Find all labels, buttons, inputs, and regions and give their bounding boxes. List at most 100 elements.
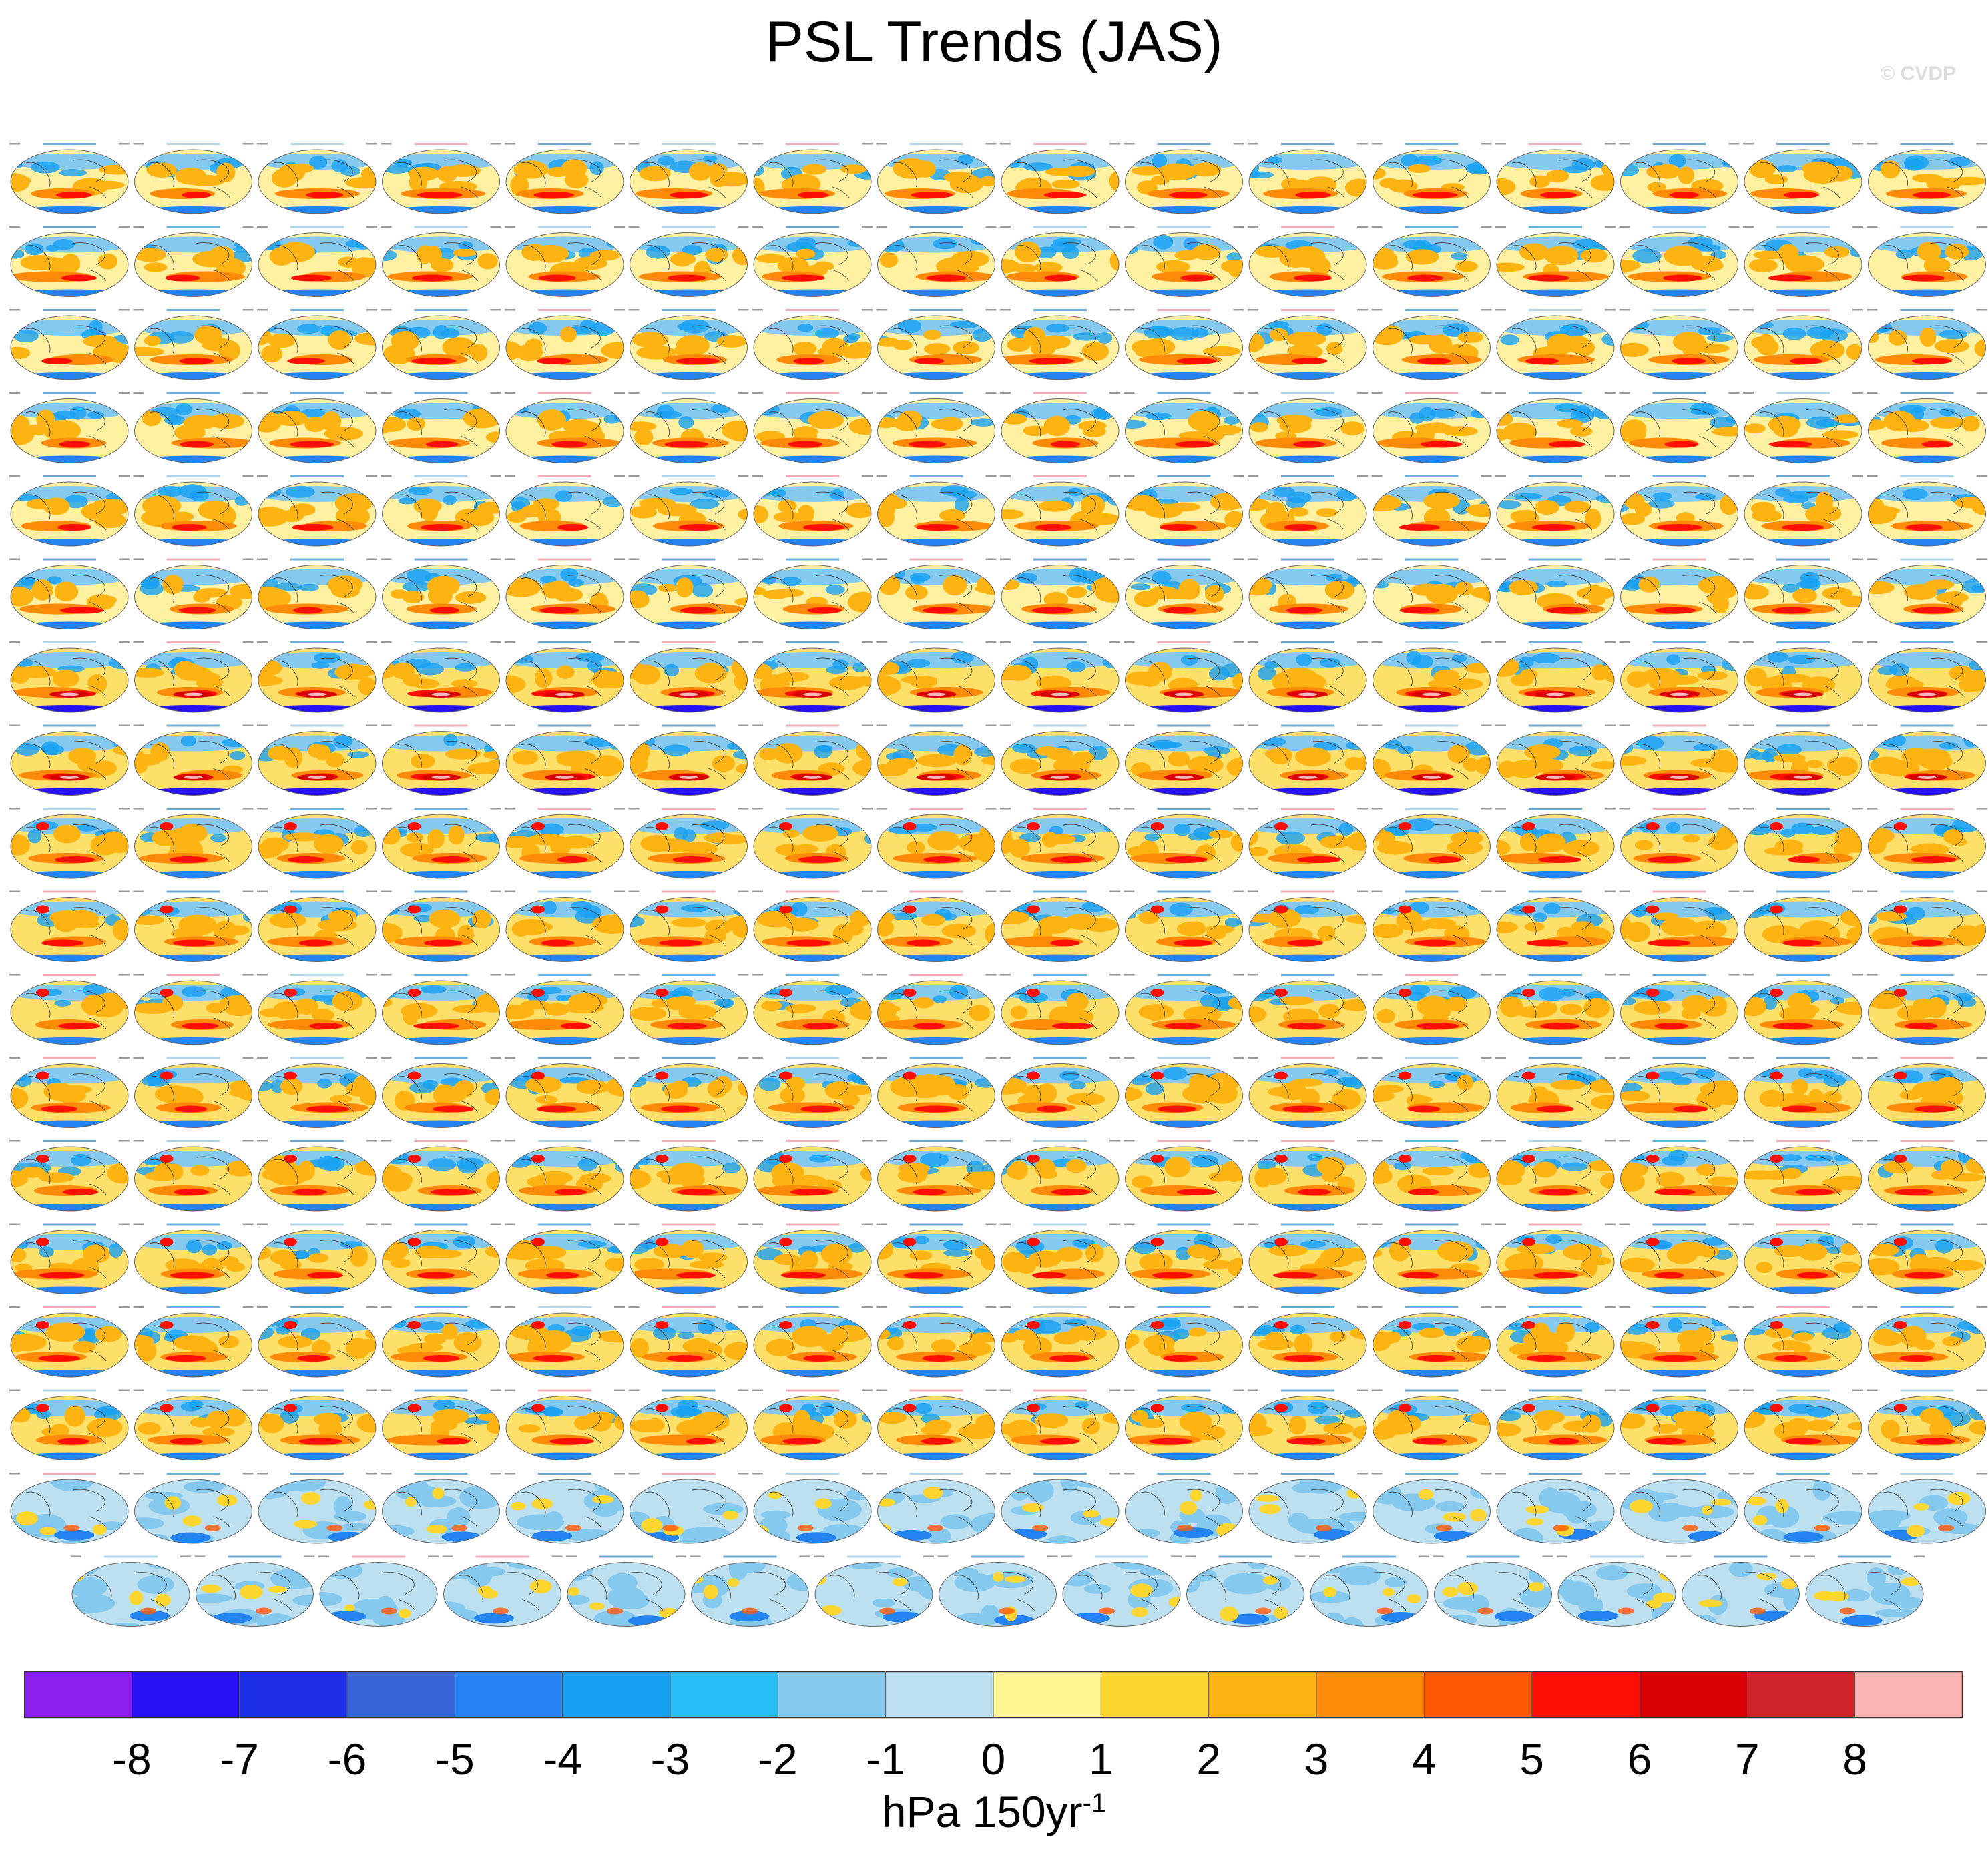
coastline: [1511, 657, 1593, 697]
trend-field-blob: [1296, 653, 1312, 666]
trend-field-blob: [1286, 331, 1326, 347]
panel-corner-text-strip: [133, 1223, 144, 1225]
trend-field-blob: [1268, 1244, 1308, 1257]
trend-field-blob: [1888, 330, 1907, 346]
coastline: [1759, 491, 1840, 531]
map-field: [1373, 1147, 1491, 1211]
trend-field-blob: [1017, 573, 1038, 583]
map-outline: [1001, 149, 1120, 214]
trend-field-blob: [1913, 192, 1951, 198]
map-field: [11, 150, 128, 214]
panel-run-label-strip: [538, 1140, 591, 1142]
trend-field-blob: [356, 665, 376, 676]
map-panel: [1371, 1223, 1492, 1294]
trend-field-blob: [258, 587, 282, 597]
coastline: [1636, 824, 1716, 863]
map-outline: [1373, 149, 1491, 214]
map-panel: [876, 143, 997, 214]
map-field: [1125, 232, 1243, 297]
trend-field-blob: [334, 493, 372, 514]
trend-field-blob: [427, 1158, 457, 1171]
panel-corner-text-strip: [614, 226, 625, 228]
trend-field-blob: [1336, 1076, 1366, 1087]
trend-field-blob: [949, 985, 969, 999]
trend-field-blob: [1881, 160, 1901, 179]
map-outline: [1620, 647, 1738, 713]
panel-corner-text-strip: [1867, 974, 1878, 976]
panel-corner-text-strip: [505, 1306, 515, 1308]
panel-corner-text-strip: [738, 1223, 749, 1225]
trend-field-blob: [1782, 524, 1824, 531]
panel-run-label-strip: [662, 1306, 716, 1308]
trend-field-blob: [208, 413, 244, 429]
coastline: [1016, 491, 1097, 531]
trend-field-blob: [1001, 413, 1027, 425]
trend-field-blob: [1620, 324, 1638, 332]
trend-field-blob: [1954, 993, 1973, 1002]
trend-field-blob: [1061, 246, 1079, 259]
trend-field-blob: [847, 591, 871, 613]
panel-corner-text-strip: [862, 1140, 873, 1142]
panel-corner-text-strip: [1248, 309, 1258, 311]
trend-field-blob: [577, 421, 602, 441]
panel-corner-text-strip: [366, 1057, 377, 1059]
trend-field-blob: [527, 834, 566, 846]
map-field: [1373, 150, 1491, 214]
trend-field-blob: [1281, 178, 1301, 191]
panel-corner-text-strip: [490, 890, 501, 892]
coastline: [1264, 409, 1345, 447]
panel-corner-text-strip: [738, 641, 749, 643]
panel-corner-text-strip: [1371, 1057, 1383, 1059]
panel-run-label-strip: [1033, 226, 1087, 228]
map-panel: [381, 724, 501, 796]
trend-field-blob: [472, 910, 491, 928]
panel-corner-text-strip: [862, 808, 873, 810]
trend-field-blob: [1203, 746, 1230, 755]
trend-field-blob: [659, 939, 703, 947]
map-outline: [1744, 149, 1862, 214]
trend-field-blob: [1791, 822, 1814, 834]
trend-field-blob: [1401, 1272, 1439, 1279]
trend-field-blob: [927, 776, 946, 779]
trend-field-blob: [1001, 871, 1119, 878]
map-outline: [1248, 149, 1367, 214]
map-panel: [1495, 475, 1616, 547]
trend-field-blob: [1152, 154, 1168, 168]
trend-field-blob: [11, 705, 128, 712]
trend-field-blob: [1570, 426, 1593, 437]
trend-field-blob: [780, 1272, 826, 1279]
trend-field-blob: [1654, 607, 1696, 614]
trend-field-blob: [843, 922, 864, 936]
map-panel: [133, 724, 254, 796]
trend-field-blob: [354, 1075, 371, 1091]
panel-corner-text-strip: [1481, 558, 1492, 560]
map-outline: [1373, 481, 1491, 547]
panel-corner-text-strip: [876, 558, 887, 560]
trend-field-blob: [290, 441, 334, 448]
panel-corner-text-strip: [1481, 475, 1492, 477]
trend-field-blob: [333, 734, 352, 748]
trend-field-blob: [413, 1023, 459, 1029]
panel-corner-text-strip: [119, 1140, 130, 1142]
map-panel: [1495, 1057, 1616, 1128]
trend-field-blob: [160, 905, 174, 914]
trend-field-blob: [940, 485, 969, 497]
trend-field-blob: [540, 575, 557, 583]
trend-field-blob: [537, 358, 571, 364]
map-field: [1620, 1147, 1738, 1211]
trend-field-blob: [1666, 822, 1680, 834]
panel-corner-text-strip: [1233, 143, 1244, 145]
trend-field-blob: [630, 421, 657, 431]
panel-corner-text-strip: [1619, 475, 1630, 477]
panel-run-label-strip: [290, 558, 344, 561]
trend-field-blob: [139, 577, 158, 587]
map-panel: [628, 724, 749, 796]
map-panel: [9, 974, 130, 1045]
map-outline: [1744, 315, 1862, 380]
panel-corner-text-strip: [119, 475, 130, 477]
trend-field-blob: [269, 247, 294, 266]
map-panel: [1867, 1223, 1987, 1294]
map-field: [1373, 981, 1491, 1045]
trend-field-blob: [1744, 1204, 1862, 1211]
panel-corner-text-strip: [9, 309, 20, 311]
